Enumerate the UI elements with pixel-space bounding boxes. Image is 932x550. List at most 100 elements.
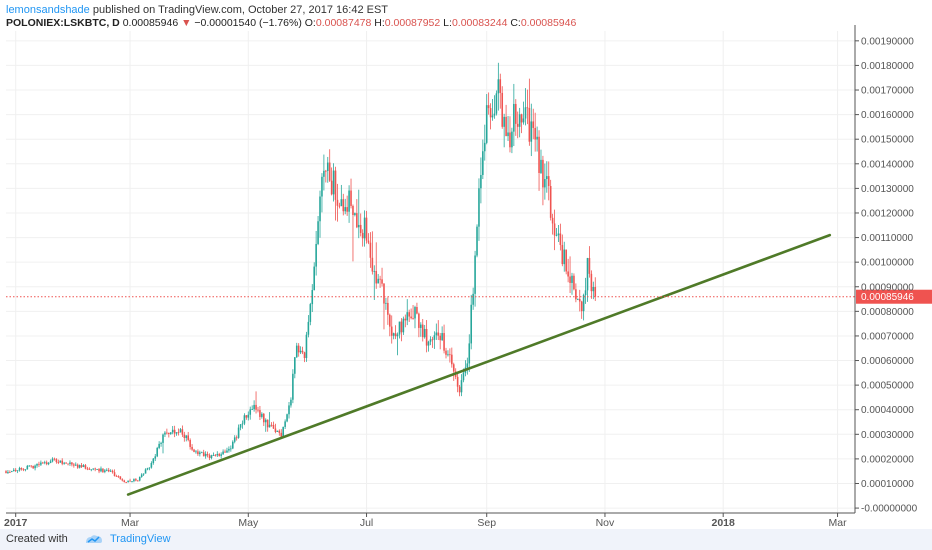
candle xyxy=(286,413,288,423)
candle xyxy=(571,272,573,295)
candle xyxy=(381,267,383,287)
candle xyxy=(32,465,34,470)
candle-body xyxy=(526,107,529,109)
candle-body xyxy=(330,180,333,195)
candle xyxy=(373,265,376,300)
candle-body xyxy=(342,199,345,212)
candle xyxy=(472,287,474,310)
candle-body xyxy=(553,223,556,236)
candle-body xyxy=(561,244,564,265)
candle-body xyxy=(146,468,149,470)
last-price-label: 0.00085946 xyxy=(861,292,914,303)
candle xyxy=(311,284,314,313)
tradingview-brand[interactable]: TradingView xyxy=(110,533,171,545)
candle-body xyxy=(231,441,234,449)
candle xyxy=(367,233,370,245)
candle-body xyxy=(458,386,461,393)
candle-body xyxy=(513,103,515,132)
candle-body xyxy=(183,434,186,438)
candle xyxy=(43,460,46,465)
candle xyxy=(226,447,228,453)
candle xyxy=(138,476,141,482)
candle xyxy=(84,463,87,470)
candle xyxy=(553,209,556,251)
candle xyxy=(478,178,480,241)
candle xyxy=(228,446,230,453)
candle-body xyxy=(102,468,104,472)
candle-body xyxy=(127,480,129,483)
candle xyxy=(414,305,416,329)
candle-body xyxy=(480,174,482,189)
candle xyxy=(47,461,50,466)
candle xyxy=(365,210,368,244)
candle xyxy=(90,469,93,472)
candle-body xyxy=(573,275,575,290)
candle-body xyxy=(299,350,302,353)
candle xyxy=(123,479,126,483)
candle-body xyxy=(290,399,292,406)
candle xyxy=(270,422,273,427)
candle xyxy=(348,185,350,223)
candle-body xyxy=(303,352,306,359)
candle xyxy=(501,86,504,129)
author-link[interactable]: lemonsandshade xyxy=(6,4,90,16)
candle xyxy=(125,481,127,484)
candle xyxy=(191,444,193,451)
candle xyxy=(567,258,569,283)
candle xyxy=(243,413,246,426)
candle xyxy=(340,184,343,207)
candle-body xyxy=(166,432,168,434)
candle xyxy=(495,90,498,116)
candle-body xyxy=(542,159,544,188)
candle xyxy=(480,157,482,204)
candle xyxy=(509,116,511,153)
y-tick-label: 0.00180000 xyxy=(861,61,914,72)
candle-body xyxy=(468,343,471,364)
candle xyxy=(563,241,566,272)
candle xyxy=(357,189,360,239)
candle xyxy=(538,130,540,191)
candle-body xyxy=(338,205,341,207)
candle-body xyxy=(340,199,343,207)
candle xyxy=(30,465,32,468)
candle xyxy=(588,246,591,278)
candle xyxy=(575,283,577,303)
candle xyxy=(423,324,426,339)
candle-body xyxy=(425,328,428,346)
candle-body xyxy=(497,79,500,94)
candle-body xyxy=(292,373,294,400)
candle xyxy=(464,360,467,377)
candle-body xyxy=(451,354,453,365)
candle-body xyxy=(429,339,432,342)
candle xyxy=(350,178,352,209)
candle-body xyxy=(571,275,573,283)
candle xyxy=(584,277,587,304)
candle xyxy=(518,107,521,138)
candle-body xyxy=(435,332,438,336)
candle-body xyxy=(398,321,401,335)
candle xyxy=(202,449,205,457)
candle xyxy=(45,460,48,466)
candle-body xyxy=(40,462,42,465)
candle-body xyxy=(369,242,372,258)
candle xyxy=(565,249,567,275)
candle-body xyxy=(375,271,378,284)
candle xyxy=(297,343,300,357)
candle-body xyxy=(36,463,38,466)
candle xyxy=(416,302,418,315)
candle xyxy=(290,397,292,408)
y-tick-label: 0.00090000 xyxy=(861,282,914,293)
candle xyxy=(214,453,217,457)
candle-body xyxy=(346,207,348,212)
candle-body xyxy=(119,476,122,480)
candle-body xyxy=(239,424,242,428)
candle xyxy=(220,452,222,459)
candle-body xyxy=(204,453,207,457)
candle xyxy=(171,426,174,435)
candle xyxy=(325,169,327,183)
candle-body xyxy=(447,354,449,356)
candle xyxy=(135,478,137,482)
candle xyxy=(179,428,182,433)
candle xyxy=(175,432,178,436)
